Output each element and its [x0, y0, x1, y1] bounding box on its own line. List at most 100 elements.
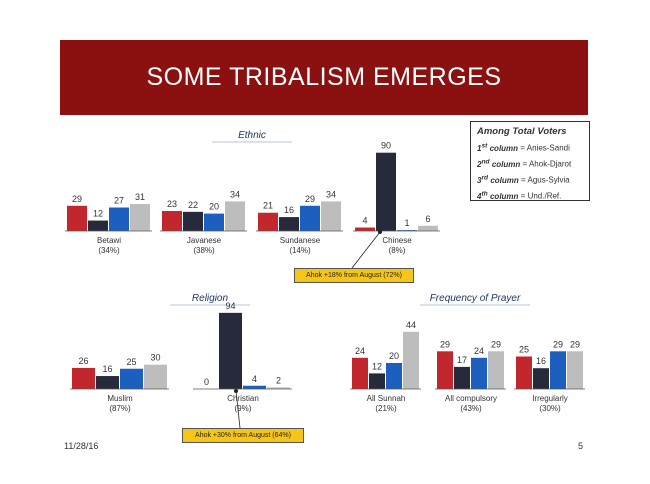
bar [403, 331, 419, 389]
bar [144, 364, 167, 389]
category-label: Sundanese [280, 236, 321, 245]
bar-value-label: 20 [209, 202, 219, 212]
bar-value-label: 4 [252, 374, 257, 384]
bar-value-label: 25 [126, 357, 136, 367]
bar-value-label: 23 [167, 199, 177, 209]
bar-value-label: 0 [204, 377, 209, 387]
bar [109, 207, 129, 231]
callout-dot [234, 389, 238, 393]
callout-leader [351, 231, 381, 269]
category-label: Betawi [97, 236, 121, 245]
bar [120, 368, 143, 389]
bar-value-label: 34 [326, 189, 336, 199]
bar [96, 376, 119, 389]
slide-title: SOME TRIBALISM EMERGES [146, 63, 502, 91]
chart-title: Ethnic [238, 130, 266, 141]
category-label: All compulsory [445, 394, 497, 403]
category-share-label: (14%) [289, 246, 311, 255]
bar [72, 367, 95, 389]
category-share-label: (43%) [460, 404, 482, 413]
bar [550, 351, 566, 389]
bar-value-label: 22 [188, 200, 198, 210]
bar-value-label: 44 [406, 320, 416, 330]
bar-value-label: 30 [150, 353, 160, 363]
bar [397, 230, 417, 231]
bar-value-label: 12 [372, 361, 382, 371]
category-share-label: (34%) [98, 246, 120, 255]
slide-date: 11/28/16 [64, 441, 99, 451]
title-banner: SOME TRIBALISM EMERGES [60, 40, 588, 115]
bar-value-label: 27 [114, 196, 124, 206]
bar [376, 152, 396, 231]
bar [219, 312, 242, 389]
legend-item: 2nd column = Ahok-Djarot [477, 158, 572, 169]
category-share-label: (30%) [539, 404, 561, 413]
bar [516, 356, 532, 389]
bar [471, 357, 487, 389]
bar [267, 387, 290, 389]
bar-value-label: 34 [230, 189, 240, 199]
bar [533, 368, 549, 389]
bar [369, 373, 385, 389]
bar-value-label: 29 [491, 339, 501, 349]
bar [258, 212, 278, 231]
legend-item: 4th column = Und./Ref. [477, 190, 562, 202]
category-share-label: (8%) [389, 246, 406, 255]
bar-value-label: 94 [225, 301, 235, 311]
bar-value-label: 17 [457, 355, 467, 365]
legend-title: Among Total Voters [477, 126, 567, 137]
legend-box: Among Total Voters 1st column = Anies-Sa… [470, 121, 590, 201]
category-share-label: (38%) [193, 246, 215, 255]
page-number: 5 [578, 441, 584, 451]
category-label: All Sunnah [367, 394, 406, 403]
bar-value-label: 21 [263, 201, 273, 211]
bar [204, 213, 224, 231]
bar [386, 363, 402, 389]
bar-value-label: 25 [519, 345, 529, 355]
bar [355, 227, 375, 231]
category-share-label: (87%) [109, 404, 131, 413]
bar [567, 351, 583, 389]
callout-dot [378, 230, 382, 234]
bar [418, 225, 438, 231]
bar [225, 201, 245, 231]
bar [183, 211, 203, 231]
bar-value-label: 26 [78, 356, 88, 366]
category-label: Christian [227, 394, 259, 403]
category-label: Irregularly [532, 394, 568, 403]
category-label: Chinese [382, 236, 412, 245]
category-label: Muslim [107, 394, 133, 403]
bar [67, 205, 87, 231]
category-share-label: (21%) [375, 404, 397, 413]
chart-title: Religion [192, 293, 229, 304]
bar-value-label: 29 [570, 339, 580, 349]
legend-item: 1st column = Anies-Sandi [477, 142, 570, 153]
chart-title: Frequency of Prayer [430, 293, 521, 304]
bar [321, 201, 341, 231]
bar-value-label: 24 [355, 346, 365, 356]
bar-value-label: 16 [284, 205, 294, 215]
bar [162, 210, 182, 231]
bar-value-label: 29 [553, 339, 563, 349]
bar-value-label: 24 [474, 346, 484, 356]
bar [243, 385, 266, 389]
bar [352, 357, 368, 389]
bar-value-label: 29 [440, 339, 450, 349]
bar [88, 220, 108, 231]
bar [437, 351, 453, 389]
bar-value-label: 1 [404, 218, 409, 228]
callout-leader [235, 390, 241, 429]
bar-value-label: 2 [276, 375, 281, 385]
bar-value-label: 16 [536, 356, 546, 366]
legend-item: 3rd column = Agus-Sylvia [477, 174, 570, 185]
bar-value-label: 29 [305, 194, 315, 204]
bar-value-label: 20 [389, 351, 399, 361]
bar-value-label: 16 [102, 364, 112, 374]
bar-value-label: 29 [72, 194, 82, 204]
bar [488, 351, 504, 389]
bar-value-label: 12 [93, 209, 103, 219]
bar [130, 204, 150, 231]
religion-callout: Ahok +30% from August (64%) [182, 428, 304, 443]
bar [454, 366, 470, 389]
